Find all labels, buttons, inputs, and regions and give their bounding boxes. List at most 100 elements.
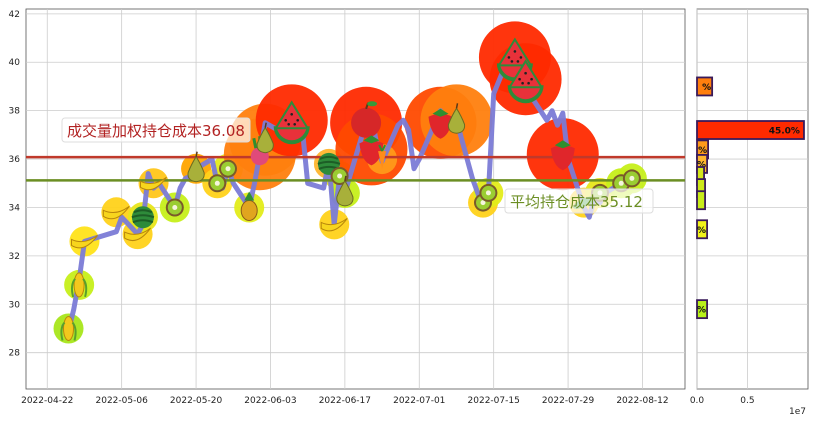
x-tick-label: 2022-07-15 xyxy=(468,396,520,406)
side-x-tick-label: 0.5 xyxy=(740,396,754,406)
volume-bar xyxy=(696,120,805,140)
main-y-tick-labels: 28 30 32 34 36 38 40 42 xyxy=(9,10,21,359)
melon-stripes xyxy=(131,209,155,224)
pear-stem xyxy=(195,151,198,157)
strawberry-icon xyxy=(428,108,453,139)
pear-stem xyxy=(264,122,267,128)
banana-body xyxy=(320,218,348,232)
watermelon-icon xyxy=(273,100,310,145)
y-tick-label: 36 xyxy=(9,155,21,165)
kiwi-icon xyxy=(219,159,237,178)
corn-icon xyxy=(70,272,88,298)
pear-icon xyxy=(187,151,205,183)
strawberry-leaves xyxy=(432,108,449,117)
main-x-tick-labels: 2022-04-22 2022-05-06 2022-05-20 2022-06-03… xyxy=(21,396,669,406)
apple-body xyxy=(351,107,382,138)
volume-bar-label: 45.0% xyxy=(769,127,800,137)
watermelon-icon xyxy=(507,59,544,104)
watermelon-seed xyxy=(527,81,530,85)
kiwi-core xyxy=(629,175,635,181)
volume-bar-label: % xyxy=(697,226,706,236)
watermelon-seed xyxy=(296,119,299,122)
watermelon-seed xyxy=(521,81,524,85)
pear-stem xyxy=(344,175,347,182)
annotation-layer: 成交量加权持仓成本36.08 平均持仓成本35.12 xyxy=(61,117,654,214)
volume-bars-layer: % 45.0%%%%% xyxy=(696,76,805,320)
banana-icon xyxy=(102,205,130,220)
pear-icon xyxy=(447,103,466,134)
y-tick-label: 40 xyxy=(9,58,21,68)
volume-bar xyxy=(696,76,714,97)
weighted-cost-label-box xyxy=(61,117,251,143)
pineapple-crown xyxy=(244,191,255,201)
pear-icon xyxy=(256,122,274,154)
avg-cost-label: 平均持仓成本35.12 xyxy=(510,193,643,211)
banana-body xyxy=(140,176,167,191)
side-axis-multiplier: 1e7 xyxy=(789,407,806,417)
x-tick-label: 2022-04-22 xyxy=(21,396,73,406)
corn-husk xyxy=(60,321,77,341)
banana-icon xyxy=(320,218,348,232)
weighted-cost-label: 成交量加权持仓成本36.08 xyxy=(67,122,245,140)
kiwi-core xyxy=(337,173,343,179)
kiwi-core xyxy=(618,180,624,186)
watermelon-seed xyxy=(513,50,517,53)
pineapple-icon xyxy=(240,191,258,221)
volume-bar-label: % xyxy=(698,146,707,156)
pear-stem xyxy=(455,103,459,109)
volume-bar-label: % xyxy=(697,306,706,316)
y-tick-label: 34 xyxy=(9,203,21,213)
side-plot-frame xyxy=(696,8,809,390)
pear-icon xyxy=(336,175,354,207)
x-tick-label: 2022-06-17 xyxy=(319,396,371,406)
x-tick-label: 2022-08-12 xyxy=(616,396,668,406)
pineapple-body xyxy=(240,200,258,221)
banana-body xyxy=(124,227,152,241)
side-x-tick-labels: 0.0 0.5 xyxy=(690,396,755,406)
kiwi-icon xyxy=(474,193,492,212)
corn-cob xyxy=(63,316,74,341)
volume-bar xyxy=(696,219,708,240)
watermelon-seed xyxy=(519,56,523,59)
kiwi-icon xyxy=(165,198,184,217)
corn-icon xyxy=(60,316,77,341)
corn-husk xyxy=(70,278,88,298)
pear-body xyxy=(336,179,354,207)
watermelon-seed xyxy=(518,77,521,81)
kiwi-icon xyxy=(208,174,227,193)
x-tick-label: 2022-05-20 xyxy=(170,396,223,406)
volume-bar xyxy=(696,190,706,211)
banana-icon xyxy=(140,176,167,191)
volume-bar-label: % xyxy=(702,83,711,93)
strawberry-leaves xyxy=(554,140,571,149)
x-tick-label: 2022-07-29 xyxy=(542,396,595,406)
side-plot-border xyxy=(696,8,809,390)
watermelon-seed xyxy=(524,71,527,75)
watermelon-seed xyxy=(284,119,287,122)
strawberry-body xyxy=(359,140,384,166)
x-tick-label: 2022-06-03 xyxy=(244,396,296,406)
y-tick-label: 30 xyxy=(9,300,21,310)
carrot-leaves xyxy=(378,144,386,152)
pear-body xyxy=(256,126,274,154)
banana-icon xyxy=(124,227,152,241)
banana-body xyxy=(71,235,98,249)
kiwi-core xyxy=(485,190,491,196)
kiwi-icon xyxy=(622,169,641,188)
corn-cob xyxy=(73,272,85,298)
watermelon-seed xyxy=(510,60,514,63)
y-tick-label: 28 xyxy=(9,349,21,359)
watermelon-seed xyxy=(530,77,533,81)
strawberry-icon xyxy=(359,135,384,166)
watermelon-slice-icon xyxy=(131,206,155,229)
banana-body xyxy=(102,205,130,220)
kiwi-core xyxy=(480,200,486,206)
banana-icon xyxy=(71,235,98,249)
fruit-icon-layer xyxy=(60,37,641,341)
watermelon-seed xyxy=(516,60,520,63)
pear-body xyxy=(447,107,466,134)
watermelon-seed xyxy=(507,56,511,59)
x-tick-label: 2022-07-01 xyxy=(393,396,445,406)
